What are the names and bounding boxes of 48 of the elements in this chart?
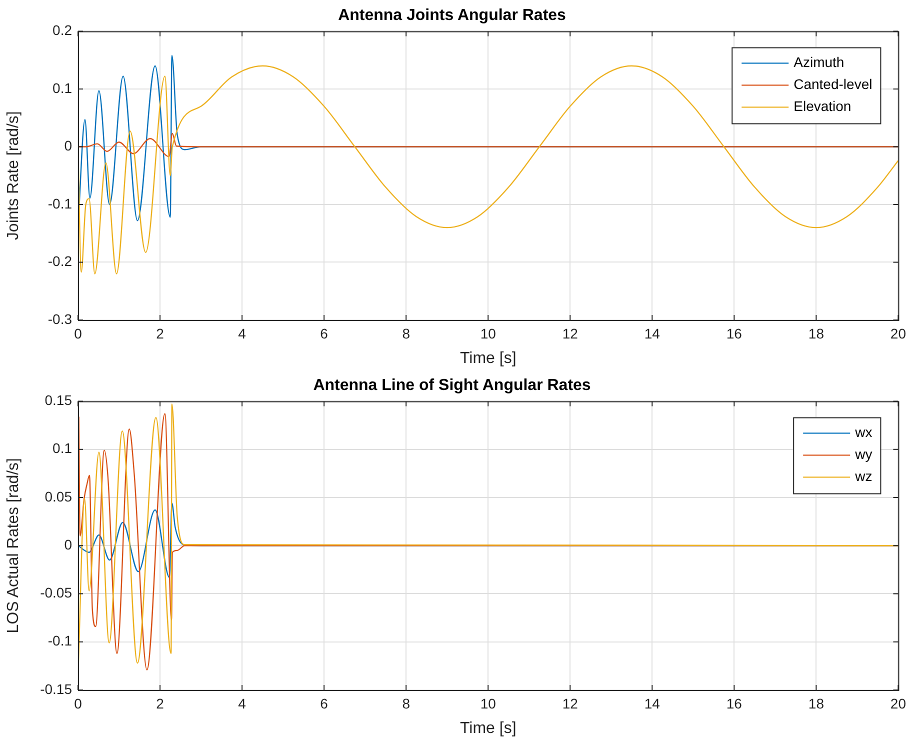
x-tick-label: 14 (644, 325, 660, 342)
y-tick-label: 0.15 (44, 392, 72, 408)
x-tick-label: 20 (890, 695, 906, 712)
x-tick-label: 10 (480, 695, 496, 712)
x-tick-label: 4 (238, 325, 246, 342)
legend-label: Azimuth (794, 54, 844, 70)
x-tick-label: 6 (320, 325, 328, 342)
chart-title: Antenna Line of Sight Angular Rates (313, 377, 591, 394)
y-axis-title: Joints Rate [rad/s] (5, 111, 22, 240)
y-tick-label: -0.2 (48, 253, 72, 270)
x-tick-label: 18 (808, 695, 824, 712)
y-tick-label: 0.1 (52, 80, 72, 96)
x-tick-label: 2 (156, 325, 164, 342)
x-tick-label: 20 (890, 325, 906, 342)
x-axis-title: Time [s] (460, 720, 516, 737)
x-tick-label: 14 (644, 695, 660, 712)
y-tick-label: -0.05 (40, 584, 72, 601)
y-tick-label: 0.05 (44, 488, 72, 504)
x-tick-label: 16 (726, 695, 742, 712)
chart-title: Antenna Joints Angular Rates (338, 7, 566, 24)
x-tick-label: 4 (238, 695, 246, 712)
y-tick-label: 0 (64, 536, 72, 552)
x-tick-label: 10 (480, 325, 496, 342)
x-tick-label: 0 (74, 695, 82, 712)
x-tick-label: 18 (808, 325, 824, 342)
x-tick-label: 12 (562, 695, 578, 712)
x-tick-label: 2 (156, 695, 164, 712)
legend-label: wy (854, 446, 872, 462)
x-tick-label: 12 (562, 325, 578, 342)
legend-label: Canted-level (794, 76, 872, 92)
y-tick-label: 0.1 (52, 440, 72, 456)
line-series (78, 132, 898, 158)
y-tick-label: -0.1 (48, 632, 72, 649)
y-tick-label: -0.1 (48, 195, 72, 212)
x-tick-label: 16 (726, 325, 742, 342)
legend-label: wx (854, 424, 872, 440)
y-tick-label: 0 (64, 138, 72, 154)
y-axis-title: LOS Actual Rates [rad/s] (5, 458, 22, 634)
y-tick-label: -0.3 (48, 310, 72, 327)
x-tick-label: 0 (74, 325, 82, 342)
y-tick-label: 0.2 (52, 22, 72, 38)
x-tick-label: 8 (402, 325, 410, 342)
y-tick-label: -0.15 (40, 680, 72, 697)
legend-label: wz (854, 468, 872, 484)
x-tick-label: 6 (320, 695, 328, 712)
x-axis-title: Time [s] (460, 350, 516, 367)
legend-label: Elevation (794, 98, 852, 114)
x-tick-label: 8 (402, 695, 410, 712)
